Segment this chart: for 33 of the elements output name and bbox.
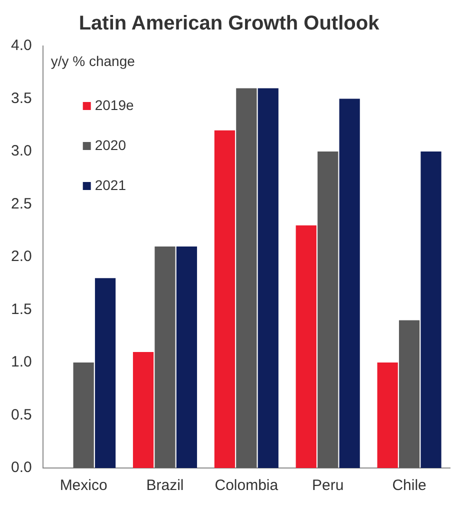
bar <box>132 352 154 468</box>
y-tick-label: 1.5 <box>10 300 32 318</box>
x-tick-label: Colombia <box>214 477 279 494</box>
y-tick-label: 0.0 <box>10 459 32 476</box>
chart-title: Latin American Growth Outlook <box>78 12 380 35</box>
x-tick-label: Peru <box>312 477 344 494</box>
bar <box>73 362 94 468</box>
x-tick-label: Brazil <box>146 477 184 494</box>
y-tick-label: 4.0 <box>10 37 32 54</box>
bar <box>94 278 116 468</box>
bar <box>176 246 198 468</box>
bar <box>296 225 316 468</box>
bar <box>154 246 176 468</box>
y-tick-label: 3.0 <box>10 142 32 160</box>
y-tick-label: 3.5 <box>10 90 32 107</box>
legend-label: 2020 <box>94 136 126 153</box>
x-tick-label: Chile <box>392 477 426 494</box>
bar <box>258 88 278 468</box>
y-tick-label: 2.0 <box>10 248 32 266</box>
y-tick-label: 1.0 <box>10 354 32 371</box>
y-tick-label: 0.5 <box>10 406 32 424</box>
x-tick-label: Mexico <box>60 477 108 494</box>
legend-label: 2021 <box>94 176 126 193</box>
bar <box>318 152 338 468</box>
bar <box>214 130 236 468</box>
y-tick-label: 2.5 <box>10 195 32 212</box>
bar <box>420 152 442 468</box>
y-axis-title: y/y % change <box>50 52 136 69</box>
legend-label: 2019e <box>94 96 134 113</box>
bar <box>398 320 420 468</box>
bar <box>339 98 360 468</box>
bar <box>236 88 257 468</box>
bar <box>377 362 398 468</box>
